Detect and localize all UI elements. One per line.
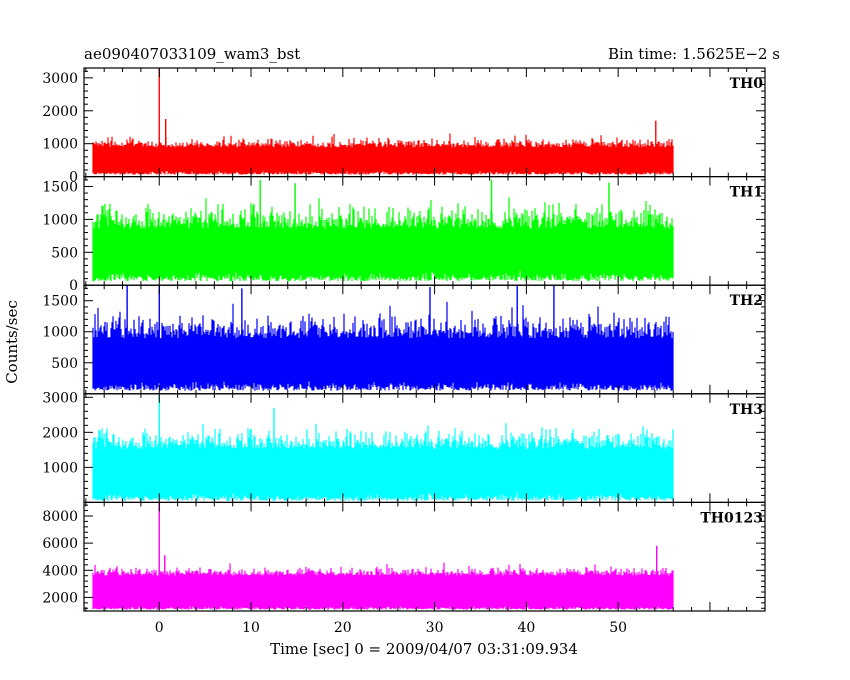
panel-th2: 500 1000 1500 TH2 — [42, 284, 766, 395]
x-axis-label: Time [sec] 0 = 2009/04/07 03:31:09.934 — [270, 640, 578, 658]
y-tick-label: 1500 — [42, 294, 78, 310]
y-tick-label: 3000 — [42, 390, 78, 406]
panel-label: TH1 — [730, 185, 763, 201]
panel-label: TH2 — [730, 293, 763, 309]
series-th0123 — [92, 562, 674, 610]
y-tick-label: 0 — [69, 170, 78, 186]
x-tick-label: 30 — [426, 620, 444, 636]
y-tick-label: 2000 — [42, 104, 78, 120]
y-tick-label: 2000 — [42, 425, 78, 441]
chart-title: ae090407033109_wam3_bst — [84, 45, 300, 63]
y-tick-label: 3000 — [42, 71, 78, 87]
y-tick-label: 1000 — [42, 325, 78, 341]
x-tick-label: 20 — [334, 620, 352, 636]
panel-label: TH0123 — [700, 510, 763, 526]
y-tick-label: 6000 — [42, 536, 78, 552]
x-tick-label: 50 — [609, 620, 627, 636]
x-tick-label: 0 — [155, 620, 164, 636]
panel-frame — [83, 501, 766, 612]
y-tick-label: 0 — [69, 278, 78, 294]
panel-label: TH3 — [730, 402, 763, 418]
panel-th3: 1000 2000 3000 TH3 — [42, 390, 766, 503]
y-axis-label: Counts/sec — [3, 300, 21, 384]
y-tick-label: 2000 — [42, 590, 78, 606]
series-th3 — [92, 423, 674, 501]
panel-th1: 0 500 1000 1500 TH1 — [42, 176, 766, 294]
panel-th0123: 2000 4000 6000 8000 TH0123 — [42, 501, 766, 612]
y-tick-label: 1000 — [42, 137, 78, 153]
panel-label: TH0 — [730, 76, 764, 92]
series-th0 — [92, 133, 674, 175]
bin-time-label: Bin time: 1.5625E−2 s — [608, 45, 780, 63]
x-tick-labels: 0 10 20 30 40 50 — [155, 620, 627, 636]
series-th2 — [92, 301, 674, 391]
x-tick-label: 10 — [242, 620, 260, 636]
panels-group: 0 1000 2000 3000 TH0 0 500 1000 1500 TH1 500 1000 15… — [42, 67, 766, 612]
y-tick-label: 500 — [51, 245, 78, 261]
series-th1 — [92, 197, 674, 282]
x-tick-label: 40 — [517, 620, 535, 636]
panel-th0: 0 1000 2000 3000 TH0 — [42, 67, 766, 186]
y-tick-label: 4000 — [42, 563, 78, 579]
y-tick-label: 500 — [51, 356, 78, 372]
y-tick-label: 1000 — [42, 212, 78, 228]
y-tick-label: 8000 — [42, 509, 78, 525]
y-tick-label: 1500 — [42, 179, 78, 195]
y-tick-label: 1000 — [42, 460, 78, 476]
